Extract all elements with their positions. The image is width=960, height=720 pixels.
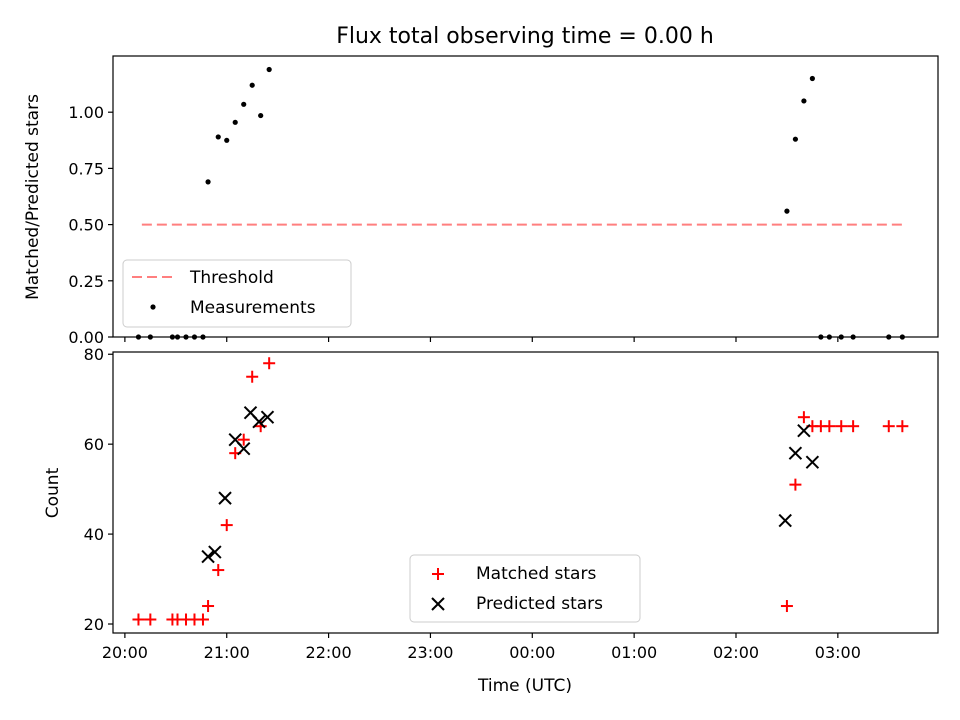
predicted-star-marker xyxy=(208,545,222,559)
count-y-tick-label: 80 xyxy=(84,345,104,364)
count-x-tick-label: 23:00 xyxy=(407,643,453,662)
count-x-tick-label: 01:00 xyxy=(611,643,657,662)
predicted-star-marker xyxy=(218,491,232,505)
measurements-legend-label: Measurements xyxy=(190,298,316,318)
count-axes-frame xyxy=(112,351,939,634)
ratio-y-tick-label: 0.00 xyxy=(68,328,104,347)
count-y-tick-label: 40 xyxy=(84,525,104,544)
predicted-legend-swatch xyxy=(431,597,445,611)
count-x-tick-label: 20:00 xyxy=(102,643,148,662)
matched-star-marker xyxy=(263,357,276,370)
matched-star-marker xyxy=(847,420,860,433)
measurements-legend-swatch xyxy=(150,304,156,310)
measurement-point xyxy=(241,101,247,107)
measurement-point xyxy=(784,208,790,214)
ratio-x-ticks xyxy=(124,337,839,342)
ratio-y-tick-label: 0.25 xyxy=(68,272,104,291)
predicted-legend-label: Predicted stars xyxy=(476,594,603,614)
predicted-star-marker xyxy=(237,441,251,456)
ratio-y-tick-label: 0.50 xyxy=(68,216,104,235)
measurement-point xyxy=(224,137,230,143)
count-y-tick-label: 60 xyxy=(84,435,104,454)
measurement-point xyxy=(266,66,272,73)
ratio-y-ticks: 0.00 0.25 0.50 0.75 1.00 xyxy=(68,103,113,347)
measurement-point xyxy=(258,112,264,119)
ratio-panel: 0.00 0.25 0.50 0.75 1.00 Matched/Predicted s… xyxy=(23,55,939,347)
matched-star-marker xyxy=(823,420,836,433)
predicted-star-marker xyxy=(252,414,266,429)
count-x-tick-label: 21:00 xyxy=(204,643,250,662)
predicted-star-marker xyxy=(805,455,820,469)
matched-star-marker xyxy=(789,478,802,491)
matched-star-marker xyxy=(246,370,259,383)
measurement-point xyxy=(205,179,211,185)
matched-star-marker xyxy=(212,564,225,577)
matched-star-marker xyxy=(132,613,145,626)
predicted-star-marker xyxy=(797,423,811,438)
count-legend: Matched stars Predicted stars xyxy=(409,554,641,623)
predicted-star-marker xyxy=(788,446,803,460)
matched-star-marker xyxy=(220,519,233,532)
matched-star-marker xyxy=(202,600,215,613)
ratio-legend: Threshold Measurements xyxy=(122,259,352,328)
count-y-ticks: 20 40 60 80 xyxy=(84,345,113,634)
ratio-legend-box xyxy=(122,259,352,328)
count-x-tick-label: 00:00 xyxy=(509,643,555,662)
measurement-point xyxy=(249,82,255,88)
count-x-tick-label: 22:00 xyxy=(306,643,352,662)
ratio-y-axis-label: Matched/Predicted stars xyxy=(23,94,43,300)
matched-star-marker xyxy=(797,411,810,424)
measurement-point xyxy=(809,75,815,82)
matched-star-marker xyxy=(237,433,250,446)
predicted-star-marker xyxy=(260,410,275,424)
chart-title: Flux total observing time = 0.00 h xyxy=(336,24,714,49)
count-legend-box xyxy=(409,554,641,623)
count-x-tick-label: 02:00 xyxy=(713,643,759,662)
matched-star-marker xyxy=(144,613,157,626)
predicted-star-marker xyxy=(201,549,215,564)
count-panel: 20 40 60 80 20:00 21:00 22:00 23:00 00:00 01:00 0… xyxy=(43,345,939,696)
ratio-axes-frame xyxy=(112,55,939,338)
measurement-point xyxy=(215,134,221,140)
ratio-y-tick-label: 1.00 xyxy=(68,103,104,122)
count-marks xyxy=(132,357,909,626)
ratio-y-tick-label: 0.75 xyxy=(68,159,104,178)
matched-star-marker xyxy=(882,420,895,433)
count-x-tick-label: 03:00 xyxy=(815,643,861,662)
predicted-star-marker xyxy=(778,513,792,528)
measurement-point xyxy=(801,98,807,104)
matched-star-marker xyxy=(196,613,209,626)
matched-legend-swatch xyxy=(432,568,444,580)
matched-star-marker xyxy=(780,600,793,613)
matched-star-marker xyxy=(896,420,909,433)
matched-legend-label: Matched stars xyxy=(476,564,596,584)
count-y-axis-label: Count xyxy=(43,467,63,518)
count-y-tick-label: 20 xyxy=(84,615,104,634)
threshold-legend-label: Threshold xyxy=(189,268,274,288)
count-x-axis-label: Time (UTC) xyxy=(477,676,572,696)
measurement-point xyxy=(792,136,799,142)
count-x-ticks: 20:00 21:00 22:00 23:00 00:00 01:00 02:00 03:00 xyxy=(102,633,861,662)
matched-star-marker xyxy=(835,420,848,433)
measurement-point xyxy=(232,119,238,125)
